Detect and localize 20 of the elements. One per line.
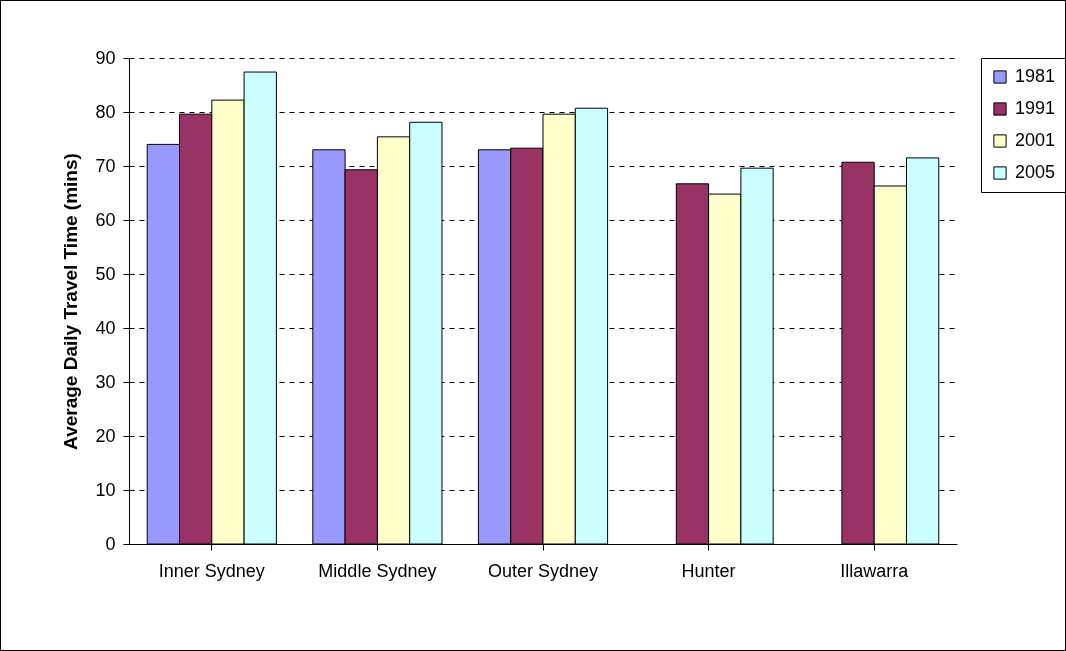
y-tick-label: 90 [95,47,116,68]
legend-label: 2005 [1015,162,1056,182]
y-tick-label: 30 [95,371,116,392]
x-tick-label: Illawarra [840,560,910,581]
x-tick-label: Outer Sydney [487,560,599,581]
y-tick-label: 20 [95,425,116,446]
x-tick-label: Inner Sydney [158,560,265,581]
legend-label: 1991 [1015,98,1056,118]
y-tick-label: 80 [95,101,116,122]
x-tick-label: Hunter [681,560,736,581]
x-tick-label: Middle Sydney [318,560,437,581]
y-tick-label: 60 [95,209,116,230]
y-axis-title: Average Daily Travel Time (mins) [60,153,82,450]
legend-label: 2001 [1015,130,1056,150]
y-tick-label: 70 [95,155,116,176]
y-tick-label: 50 [95,263,116,284]
legend-label: 1981 [1015,66,1056,86]
y-tick-label: 10 [95,479,116,500]
y-tick-label: 0 [105,533,116,554]
y-tick-label: 40 [95,317,116,338]
